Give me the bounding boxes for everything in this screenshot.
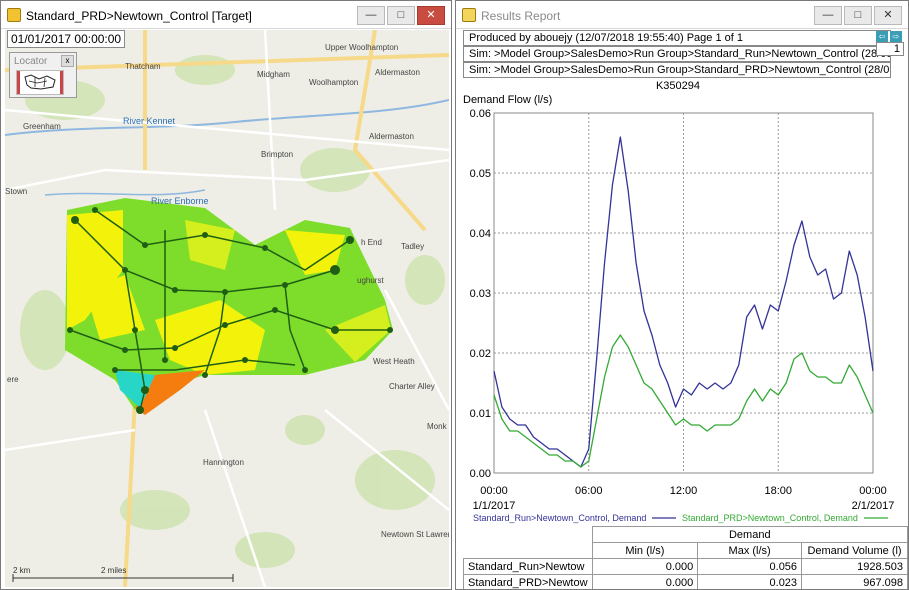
scale-km-label: 2 km [13, 566, 31, 575]
y-tick-label: 0.04 [470, 228, 491, 240]
map-titlebar[interactable]: Standard_PRD>Newtown_Control [Target] — … [1, 1, 451, 29]
map-window-icon [7, 8, 21, 22]
maximize-button[interactable]: □ [844, 6, 872, 25]
place-label: Thatcham [125, 62, 161, 71]
place-label: ere [7, 375, 19, 384]
close-button[interactable]: ✕ [874, 6, 902, 25]
volume-cell: 967.098 [801, 574, 908, 589]
table-row: Standard_Run>Newtow 0.000 0.056 1928.503 [463, 558, 908, 575]
place-label: ughurst [357, 276, 384, 285]
place-label: Aldermaston [369, 132, 414, 141]
locator-title: Locator [14, 56, 48, 67]
max-cell: 0.023 [697, 574, 803, 589]
next-page-arrow-icon[interactable]: ⇨ [890, 31, 902, 42]
river-label: River Enborne [151, 196, 209, 206]
table-row: Standard_PRD>Newtow 0.000 0.023 967.098 [463, 574, 908, 589]
sim-line-1: Sim: >Model Group>SalesDemo>Run Group>St… [463, 46, 891, 62]
x-tick-label: 06:00 [575, 485, 603, 497]
x-tick-date-label: 1/1/2017 [473, 500, 516, 512]
column-header: Demand Volume (l) [801, 542, 908, 559]
place-label: Woolhampton [309, 78, 359, 87]
place-label: Greenham [23, 122, 61, 131]
place-label: Tadley [401, 242, 425, 251]
place-label: Charter Alley [389, 382, 435, 391]
scale-miles-label: 2 miles [101, 566, 127, 575]
x-tick-label: 00:00 [859, 485, 887, 497]
series-line-1 [493, 136, 874, 468]
demand-flow-chart: K350294 Demand Flow (l/s) 0.00 0.01 0.02 0.… [463, 80, 895, 523]
map-time-display: 01/01/2017 00:00:00 [7, 30, 126, 48]
place-label: Stown [5, 187, 28, 196]
series-line-2 [493, 334, 874, 468]
min-cell: 0.000 [591, 558, 699, 575]
minimize-button[interactable]: — [814, 6, 842, 25]
place-label: West Heath [373, 357, 415, 366]
y-tick-label: 0.00 [470, 468, 491, 480]
map-window-title: Standard_PRD>Newtown_Control [Target] [26, 9, 252, 23]
locator-close-button[interactable]: x [61, 55, 74, 67]
place-label: Midgham [257, 70, 290, 79]
y-tick-label: 0.05 [470, 168, 491, 180]
results-window-title: Results Report [481, 9, 561, 23]
y-tick-label: 0.03 [470, 288, 491, 300]
x-tick-label: 18:00 [764, 485, 792, 497]
page-navigation: ⇦ ⇨ [876, 30, 904, 42]
row-name: Standard_PRD>Newtow [463, 574, 593, 589]
y-tick-label: 0.02 [470, 348, 491, 360]
place-label: Newtown St Lawrence [381, 530, 449, 539]
river-label: River Kennet [123, 116, 176, 126]
demand-summary-table: Demand Min (l/s) Max (l/s) Demand Volume… [463, 526, 908, 589]
produced-by-line: Produced by abouejy (12/07/2018 19:55:40… [463, 30, 891, 46]
map-canvas[interactable]: Upper Woolhampton Thatcham Midgham Woolh… [5, 30, 449, 587]
chart-y-axis-label: Demand Flow (l/s) [463, 94, 552, 106]
map-window: Standard_PRD>Newtown_Control [Target] — … [0, 0, 452, 590]
map-graphics [5, 30, 449, 587]
x-tick-date-label: 2/1/2017 [852, 500, 895, 512]
place-label: Monk S [427, 422, 449, 431]
min-cell: 0.000 [591, 574, 699, 589]
row-name: Standard_Run>Newtow [463, 558, 593, 575]
sim-line-2: Sim: >Model Group>SalesDemo>Run Group>St… [463, 62, 891, 78]
volume-cell: 1928.503 [801, 558, 908, 575]
place-label: Hannington [203, 458, 244, 467]
results-window: Results Report — □ ✕ Produced by abouejy… [455, 0, 909, 590]
close-button[interactable]: ✕ [417, 6, 445, 25]
y-tick-label: 0.06 [470, 108, 491, 120]
column-header: Max (l/s) [697, 542, 803, 559]
prev-page-arrow-icon[interactable]: ⇦ [876, 31, 888, 42]
results-titlebar[interactable]: Results Report — □ ✕ [456, 1, 908, 29]
column-header: Min (l/s) [591, 542, 699, 559]
x-tick-label: 12:00 [670, 485, 698, 497]
x-tick-label: 00:00 [480, 485, 508, 497]
chart-title: K350294 [656, 80, 700, 92]
legend-label-1: Standard_Run>Newtown_Control, Demand [473, 513, 646, 523]
locator-panel[interactable]: Locator x [9, 52, 77, 98]
place-label: Upper Woolhampton [325, 43, 399, 52]
y-tick-label: 0.01 [470, 408, 491, 420]
legend-label-2: Standard_PRD>Newtown_Control, Demand [682, 513, 858, 523]
table-group-header: Demand [591, 526, 908, 543]
max-cell: 0.056 [697, 558, 803, 575]
page-number-field[interactable]: 1 [876, 42, 904, 56]
locator-thumbnail[interactable] [16, 70, 64, 95]
maximize-button[interactable]: □ [387, 6, 415, 25]
place-label: Aldermaston [375, 68, 420, 77]
place-label: h End [361, 238, 382, 247]
minimize-button[interactable]: — [357, 6, 385, 25]
report-window-icon [462, 8, 476, 22]
place-label: Brimpton [261, 150, 294, 159]
